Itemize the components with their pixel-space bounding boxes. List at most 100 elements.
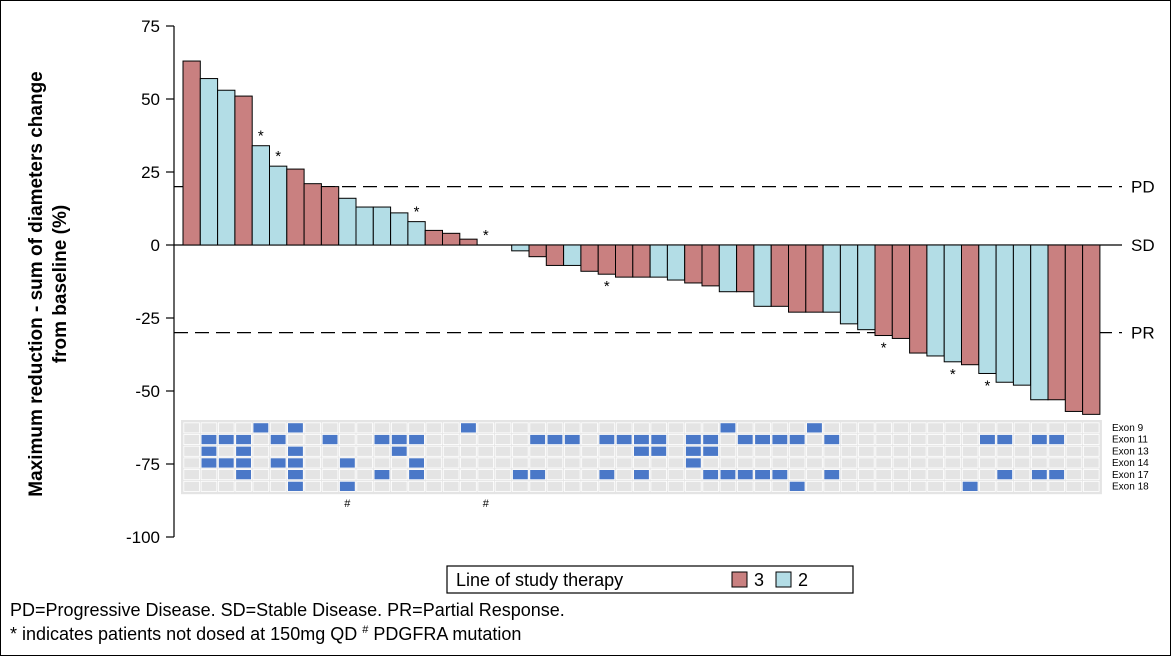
mutation-cell: [806, 445, 823, 457]
mutation-cell: [425, 469, 443, 481]
bar: [372, 206, 392, 246]
bar: [234, 95, 253, 246]
mutation-cell: [685, 480, 702, 492]
mutation-cell: [460, 480, 477, 492]
legend-title: Line of study therapy: [456, 570, 623, 590]
mutation-cell-present: [390, 445, 408, 457]
mutation-cell-present: [823, 434, 841, 446]
mutation-cell: [840, 457, 858, 469]
asterisk-marker: *: [604, 278, 610, 295]
mutation-cell: [892, 480, 910, 492]
mutation-cell: [598, 457, 616, 469]
mutation-cell: [650, 422, 668, 434]
mutation-cell-present: [979, 434, 996, 446]
y-axis: 75 50 25 0 -25 -50 -75 -100: [126, 17, 175, 547]
mutation-cell: [858, 480, 875, 492]
mutation-cell: [1083, 480, 1100, 492]
mutation-cell: [183, 469, 200, 481]
y-tick-label: 75: [141, 17, 160, 36]
mutation-cell: [477, 480, 494, 492]
bar: [511, 244, 530, 252]
mutation-cell-present: [1031, 434, 1048, 446]
y-axis-label-line1: Maximum reduction - sum of diameters cha…: [26, 71, 47, 496]
mutation-cell: [460, 434, 477, 446]
mutation-cell: [217, 422, 235, 434]
mutation-cell: [737, 422, 754, 434]
mutation-cell: [356, 445, 373, 457]
mutation-cell-present: [252, 422, 270, 434]
mutation-cell: [615, 480, 633, 492]
mutation-cell: [581, 457, 598, 469]
mutation-cell: [667, 469, 685, 481]
bar: [199, 78, 219, 246]
mutation-cell-present: [529, 434, 546, 446]
mutation-cell: [875, 480, 892, 492]
mutation-cell: [979, 445, 996, 457]
mutation-cell: [425, 457, 443, 469]
mutation-cell: [702, 422, 719, 434]
mutation-cell-present: [564, 434, 581, 446]
mutation-cell: [321, 480, 339, 492]
mutation-cell: [373, 457, 391, 469]
mutation-cell: [339, 469, 356, 481]
mutation-cell-present: [685, 445, 702, 457]
footnote-hash-symbol: #: [362, 624, 369, 636]
mutation-cell: [304, 457, 321, 469]
mutation-cell: [927, 445, 944, 457]
mutation-cell: [442, 434, 460, 446]
mutation-cell: [1013, 457, 1031, 469]
mutation-cell: [840, 480, 858, 492]
mutation-cell-present: [321, 434, 339, 446]
mutation-cell-present: [200, 445, 218, 457]
mutation-cell: [633, 422, 650, 434]
mutation-cell: [823, 457, 841, 469]
legend-swatch-2: [775, 571, 792, 588]
mutation-cell-present: [633, 434, 650, 446]
mutation-cell: [442, 422, 460, 434]
bar: [943, 244, 963, 363]
legend-label-2: 2: [798, 570, 808, 590]
mutation-cell: [1013, 445, 1031, 457]
mutation-cell: [823, 480, 841, 492]
footnote-pdgfra-text: PDGFRA mutation: [368, 624, 522, 644]
mutation-cell: [546, 445, 564, 457]
mutation-cell: [564, 480, 581, 492]
mutation-cell-present: [529, 469, 546, 481]
asterisk-marker: *: [414, 204, 420, 221]
mutation-cell: [633, 480, 650, 492]
mutation-cell: [875, 434, 892, 446]
mutation-cell: [356, 480, 373, 492]
mutation-cell-present: [823, 469, 841, 481]
mutation-cell: [927, 434, 944, 446]
mutation-cell: [1065, 422, 1083, 434]
mutation-cell: [840, 445, 858, 457]
bar: [442, 232, 461, 246]
mutation-cell-present: [235, 434, 252, 446]
mutation-cell: [1065, 469, 1083, 481]
mutation-cell: [650, 469, 668, 481]
mutation-cell: [944, 469, 962, 481]
mutation-cell: [494, 434, 512, 446]
mutation-cell: [1048, 457, 1065, 469]
mutation-cell-present: [806, 422, 823, 434]
bar: [597, 244, 617, 275]
mutation-cell: [806, 457, 823, 469]
mutation-cell-present: [408, 469, 425, 481]
mutation-cell: [927, 469, 944, 481]
reference-label-pd: PD: [1131, 178, 1155, 197]
mutation-cell: [858, 445, 875, 457]
mutation-cell: [1031, 480, 1048, 492]
mutation-cell: [788, 457, 806, 469]
mutation-cell: [252, 480, 270, 492]
mutation-cell: [910, 445, 927, 457]
bar: [961, 244, 980, 366]
mutation-cell: [512, 422, 529, 434]
bar: [874, 244, 893, 337]
bar: [891, 244, 911, 339]
mutation-cell-present: [1048, 469, 1065, 481]
mutation-cell: [910, 469, 927, 481]
mutation-cell: [373, 445, 391, 457]
mutation-cell-present: [287, 422, 304, 434]
mutation-cell-present: [719, 469, 737, 481]
mutation-cell: [581, 445, 598, 457]
